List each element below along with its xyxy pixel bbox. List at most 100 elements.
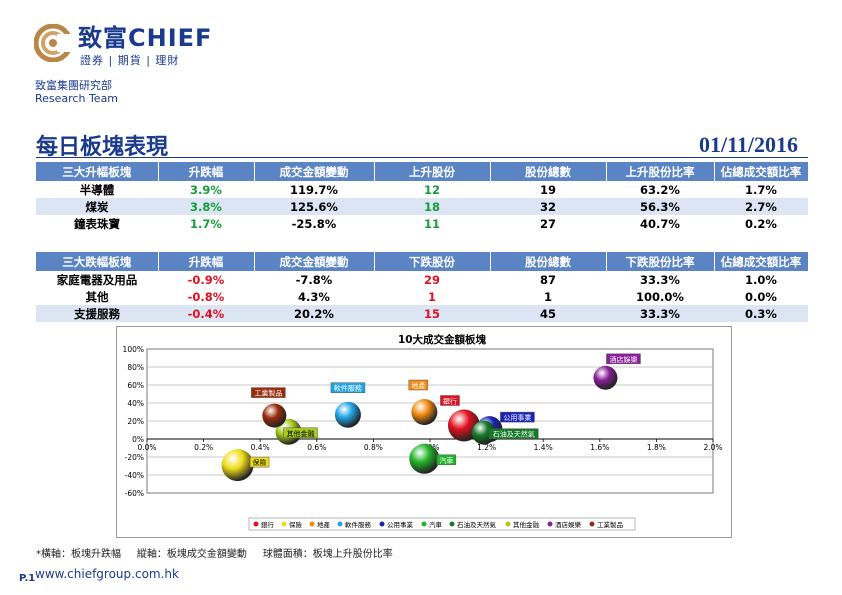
bubble-label-box <box>251 387 286 398</box>
column-header: 下跌股份 <box>374 252 491 271</box>
legend-marker <box>421 521 427 527</box>
legend-marker <box>337 521 343 527</box>
x-tick-label: 0.4% <box>251 443 270 452</box>
column-header: 成交金額變動 <box>254 252 375 271</box>
bubble-label-box <box>606 353 641 365</box>
bubble-9 <box>593 365 618 390</box>
legend-label: 軟件服務 <box>345 520 372 529</box>
table-row: 其他 -0.8% 4.3% 1 1 100.0% 0.0% <box>36 288 808 305</box>
y-tick-label: 100% <box>123 345 144 354</box>
column-header: 上升股份比率 <box>606 162 715 181</box>
falling-ratio-cell: 100.0% <box>606 288 714 305</box>
table-row: 家庭電器及用品 -0.9% -7.8% 29 87 33.3% 1.0% <box>36 271 808 288</box>
bubble-label-box <box>500 411 535 423</box>
turnover-share-cell: 1.7% <box>714 181 808 198</box>
legend-marker <box>449 521 455 527</box>
report-title: 每日板塊表現 <box>36 135 169 160</box>
bubble-label: 石油及天然氣 <box>493 430 535 439</box>
total-count-cell: 1 <box>490 288 606 305</box>
bubble-3 <box>411 399 438 425</box>
change-cell: 1.7% <box>158 215 254 232</box>
bubble-label: 工業製品 <box>254 389 282 398</box>
change-cell: -0.9% <box>158 271 254 288</box>
column-header: 佔總成交額比率 <box>714 162 809 181</box>
total-count-cell: 19 <box>490 181 606 198</box>
change-cell: 3.8% <box>158 198 254 215</box>
legend-marker <box>505 521 511 527</box>
brand-logo: 致富CHIEF 證券 | 期貨 | 理財 <box>34 24 234 68</box>
x-tick-label: 0.8% <box>364 443 383 452</box>
legend-label: 酒店娛樂 <box>555 520 582 529</box>
falling-ratio-cell: 33.3% <box>606 305 714 322</box>
rising-ratio-cell: 56.3% <box>606 198 714 215</box>
brand-emblem-icon <box>34 24 72 62</box>
legend-label: 石油及天然氣 <box>457 520 497 529</box>
sector-name: 支援服務 <box>36 305 158 322</box>
bubble-label-box <box>436 454 457 466</box>
rising-count-cell: 18 <box>374 198 490 215</box>
legend-label: 公用事業 <box>387 520 414 529</box>
x-tick-label: 0.2% <box>194 443 213 452</box>
chart-title: 10大成交金額板塊 <box>398 333 487 346</box>
website-link[interactable]: www.chiefgroup.com.hk <box>35 567 179 581</box>
total-count-cell: 32 <box>490 198 606 215</box>
legend-marker <box>589 521 595 527</box>
bubble-label-box <box>249 456 270 468</box>
column-header: 下跌股份比率 <box>606 252 715 271</box>
turnover-change-cell: 119.7% <box>254 181 374 198</box>
bubble-label-box <box>283 427 318 439</box>
column-header: 上升股份 <box>374 162 491 181</box>
top-gainers-table: 三大升幅板塊 升跌幅 成交金額變動 上升股份 股份總數 上升股份比率 佔總成交額… <box>36 162 809 232</box>
legend-marker <box>309 521 315 527</box>
top-losers-table: 三大跌幅板塊 升跌幅 成交金額變動 下跌股份 股份總數 下跌股份比率 佔總成交額… <box>36 252 809 322</box>
column-header: 升跌幅 <box>158 252 255 271</box>
column-header: 股份總數 <box>490 162 607 181</box>
department-cn: 致富集團研究部 <box>35 79 112 92</box>
y-tick-label: 60% <box>127 381 144 390</box>
bubble-6 <box>409 443 440 474</box>
bubble-label-box <box>408 379 429 391</box>
bubble-4 <box>334 401 361 428</box>
sector-name: 鐘表珠寶 <box>36 215 158 232</box>
legend-label: 地產 <box>317 520 331 529</box>
bubble-label: 酒店娛樂 <box>609 355 637 364</box>
bubble-label-box <box>489 428 539 439</box>
turnover-change-cell: 125.6% <box>254 198 374 215</box>
department-en: Research Team <box>35 92 119 105</box>
legend-marker <box>379 521 385 527</box>
turnover-change-cell: -25.8% <box>254 215 374 232</box>
legend-marker <box>547 521 553 527</box>
total-count-cell: 27 <box>490 215 606 232</box>
column-header: 三大跌幅板塊 <box>36 252 159 271</box>
brand-name: 致富CHIEF <box>78 24 213 52</box>
legend-label: 銀行 <box>261 520 275 529</box>
table-header-row: 三大升幅板塊 升跌幅 成交金額變動 上升股份 股份總數 上升股份比率 佔總成交額… <box>36 162 809 181</box>
footnote-bubble-size: 球體面積：板塊上升股份比率 <box>262 549 393 560</box>
title-divider <box>36 157 808 158</box>
legend-label: 保險 <box>289 520 303 529</box>
footnote-x-axis: 橫軸：板塊升跌幅 <box>41 549 121 560</box>
x-tick-label: 0.0% <box>137 443 156 452</box>
column-header: 升跌幅 <box>158 162 255 181</box>
brand-tagline: 證券 | 期貨 | 理財 <box>80 54 180 67</box>
bubble-label: 銀行 <box>443 397 457 406</box>
bubble-chart: 10大成交金額板塊 100% 80% 60% 40% 20% 0% -20% -40% -60%… <box>116 326 732 538</box>
turnover-share-cell: 0.0% <box>714 288 808 305</box>
bubble-label: 保險 <box>253 458 267 467</box>
sector-name: 其他 <box>36 288 158 305</box>
sector-name: 煤炭 <box>36 198 158 215</box>
y-tick-label: -20% <box>125 453 144 462</box>
legend-marker <box>281 521 287 527</box>
department: 致富集團研究部 Research Team <box>35 79 118 105</box>
rising-count-cell: 11 <box>374 215 490 232</box>
legend-marker <box>253 521 259 527</box>
column-header: 成交金額變動 <box>254 162 375 181</box>
report-date: 01/11/2016 <box>698 132 798 157</box>
x-tick-label: 1.8% <box>647 443 666 452</box>
page-number: P.1 <box>19 573 36 584</box>
total-count-cell: 87 <box>490 271 606 288</box>
table-row: 鐘表珠寶 1.7% -25.8% 11 27 40.7% 0.2% <box>36 215 808 232</box>
bubble-label: 其他金融 <box>287 429 315 438</box>
x-tick-label: 1.6% <box>590 443 609 452</box>
change-cell: -0.4% <box>158 305 254 322</box>
